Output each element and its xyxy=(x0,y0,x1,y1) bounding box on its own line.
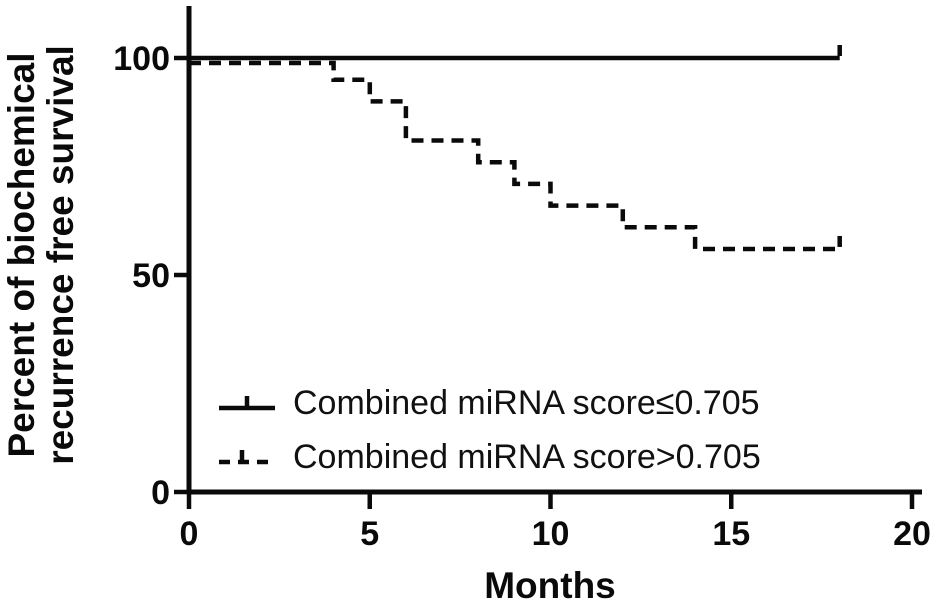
y-tick-label-0: 0 xyxy=(151,474,170,512)
tick-labels: 100 50 00 5 10 15 20 xyxy=(113,40,931,553)
legend: Combined miRNA score≤0.705 Combined miRN… xyxy=(218,376,761,484)
x-tick-label-10: 10 xyxy=(532,515,570,553)
x-tick-label-5: 5 xyxy=(360,515,379,553)
legend-label-low-score: Combined miRNA score≤0.705 xyxy=(293,383,760,422)
y-axis-title-line2: recurrence free survival xyxy=(40,45,81,465)
dashed-line-key-icon xyxy=(219,450,275,465)
legend-item-low-score: Combined miRNA score≤0.705 xyxy=(218,376,761,430)
legend-label-high-score: Combined miRNA score>0.705 xyxy=(293,437,761,476)
axes xyxy=(186,6,922,495)
x-axis-title: Months xyxy=(484,565,616,606)
solid-line-key-icon xyxy=(219,396,275,411)
y-axis-title: Percent of biochemical recurrence free s… xyxy=(1,5,81,505)
km-curve-high-score xyxy=(189,60,840,252)
y-tick-label-50: 50 xyxy=(132,257,170,295)
y-tick-label-100: 100 xyxy=(113,40,170,78)
x-tick-label-20: 20 xyxy=(893,515,931,553)
x-tick-label-0: 0 xyxy=(180,515,199,553)
survival-curves xyxy=(189,45,842,252)
legend-item-high-score: Combined miRNA score>0.705 xyxy=(218,430,761,484)
x-tick-label-15: 15 xyxy=(712,515,750,553)
tick-marks xyxy=(174,55,915,509)
y-axis-title-line1: Percent of biochemical xyxy=(1,52,42,458)
